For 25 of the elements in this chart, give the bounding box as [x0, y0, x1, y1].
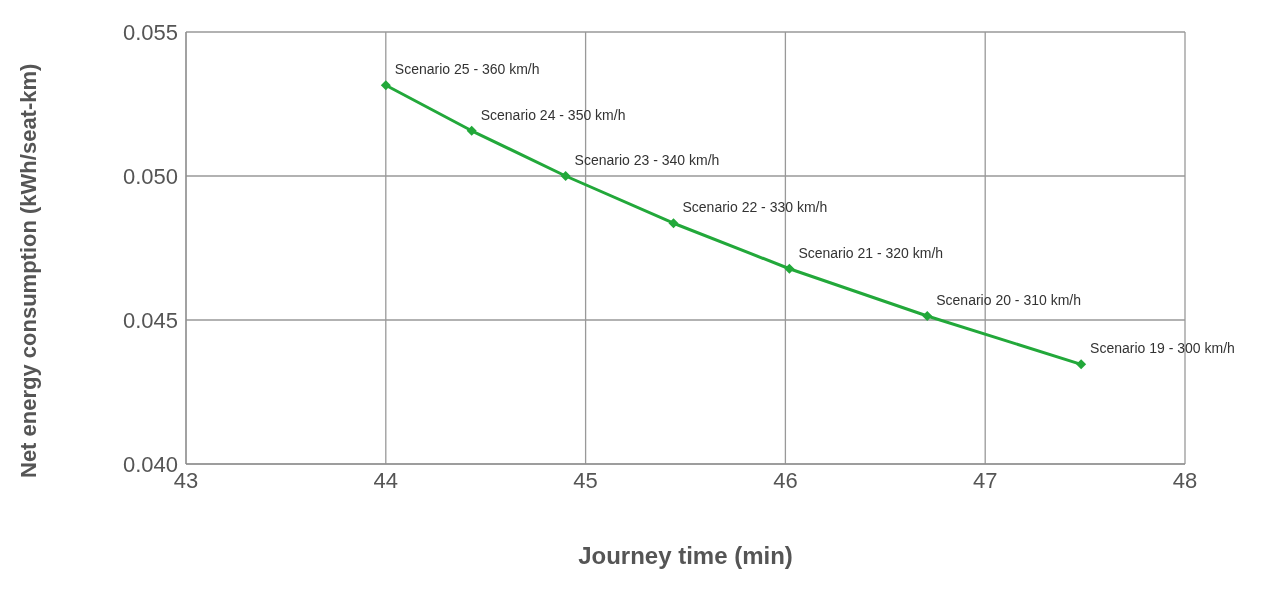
- annotation: Scenario 24 - 350 km/h: [480, 106, 626, 123]
- x-tick-label: 48: [1172, 467, 1198, 493]
- annotation: Scenario 20 - 310 km/h: [936, 291, 1082, 308]
- x-tick-label: 45: [573, 467, 598, 493]
- annotation: Scenario 25 - 360 km/h: [394, 61, 540, 78]
- annotation: Scenario 21 - 320 km/h: [798, 244, 944, 261]
- point: [1076, 359, 1087, 370]
- y-tick-label: 0.045: [122, 307, 178, 333]
- annotation: Scenario 22 - 330 km/h: [682, 199, 828, 216]
- point: [784, 263, 795, 274]
- x-tick-label: 44: [373, 467, 399, 493]
- annotation: Scenario 19 - 300 km/h: [1090, 340, 1235, 357]
- point: [922, 310, 933, 321]
- y-tick-label: 0.055: [122, 19, 178, 45]
- point: [466, 125, 477, 136]
- x-tick-label: 47: [972, 467, 998, 493]
- x-tick-label: 46: [773, 467, 798, 493]
- y-axis-title: Net energy consumption (kWh/seat-km): [15, 63, 41, 478]
- point: [560, 171, 571, 181]
- point: [380, 80, 391, 91]
- point: [668, 218, 679, 229]
- annotation: Scenario 23 - 340 km/h: [574, 151, 720, 168]
- x-axis-title: Journey time (min): [578, 542, 793, 569]
- y-tick-label: 0.040: [122, 451, 178, 477]
- y-tick-label: 0.050: [122, 163, 178, 189]
